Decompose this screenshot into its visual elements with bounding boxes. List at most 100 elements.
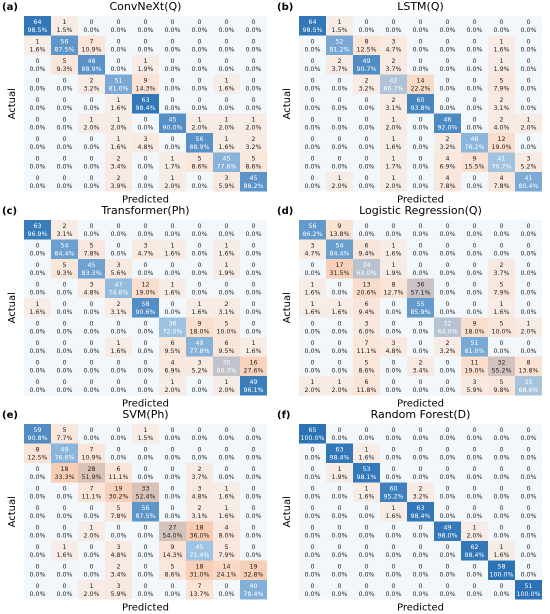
heatmap-cell bbox=[132, 502, 159, 522]
cell-count: 1 bbox=[224, 485, 228, 492]
cell-count: 1 bbox=[337, 175, 341, 182]
heatmap-cell bbox=[132, 463, 159, 483]
cell-percent: 0.0% bbox=[192, 270, 208, 277]
panel-label: (a) bbox=[2, 2, 18, 13]
cell-percent: 0.0% bbox=[246, 66, 262, 73]
cell-percent: 0.0% bbox=[413, 164, 429, 171]
cell-percent: 0.0% bbox=[359, 513, 375, 520]
cell-count: 1 bbox=[89, 524, 93, 531]
cell-percent: 0.0% bbox=[521, 348, 537, 355]
heatmap-cell bbox=[380, 133, 407, 153]
heatmap-cell bbox=[488, 94, 515, 114]
cell-percent: 0.0% bbox=[246, 105, 262, 112]
cell-percent: 0.0% bbox=[521, 66, 537, 73]
cell-percent: 0.0% bbox=[413, 270, 429, 277]
cell-count: 0 bbox=[499, 446, 503, 453]
heatmap-cell bbox=[299, 502, 326, 522]
cell-percent: 1.5% bbox=[57, 27, 73, 34]
heatmap-cell bbox=[515, 16, 542, 36]
heatmap-cell bbox=[299, 220, 326, 240]
cell-count: 1 bbox=[391, 116, 395, 123]
cell-percent: 0.0% bbox=[440, 552, 456, 559]
cell-count: 0 bbox=[116, 446, 120, 453]
cell-count: 0 bbox=[35, 544, 39, 551]
cell-percent: 0.0% bbox=[440, 368, 456, 375]
heatmap-cell bbox=[159, 74, 186, 94]
cell-count: 6 bbox=[224, 340, 228, 347]
cell-count: 0 bbox=[89, 340, 93, 347]
cell-percent: 0.0% bbox=[30, 105, 46, 112]
cell-percent: 13.8% bbox=[518, 368, 538, 375]
cell-count: 0 bbox=[89, 563, 93, 570]
cell-count: 0 bbox=[116, 58, 120, 65]
cell-count: 0 bbox=[310, 262, 314, 269]
cell-percent: 0.0% bbox=[192, 86, 208, 93]
cell-percent: 0.0% bbox=[305, 572, 321, 579]
cell-count: 0 bbox=[143, 583, 147, 590]
cell-percent: 0.0% bbox=[30, 290, 46, 297]
cell-count: 1 bbox=[224, 505, 228, 512]
cell-count: 0 bbox=[472, 485, 476, 492]
cell-percent: 0.0% bbox=[30, 86, 46, 93]
heatmap-cell bbox=[515, 298, 542, 318]
heatmap-cell bbox=[159, 133, 186, 153]
cell-count: 0 bbox=[89, 427, 93, 434]
heatmap-cell bbox=[105, 298, 132, 318]
heatmap-cell bbox=[407, 337, 434, 357]
cell-percent: 68.6% bbox=[518, 387, 538, 394]
cell-percent: 18.0% bbox=[189, 329, 209, 336]
heatmap-cell bbox=[186, 317, 213, 337]
cell-percent: 96.1% bbox=[243, 387, 263, 394]
cell-percent: 5.9% bbox=[467, 387, 483, 394]
cell-count: 3 bbox=[116, 583, 120, 590]
heatmap-cell bbox=[380, 580, 407, 600]
heatmap-cell bbox=[488, 152, 515, 172]
heatmap-cell bbox=[51, 521, 78, 541]
cell-percent: 66.7% bbox=[383, 86, 403, 93]
cell-count: 1 bbox=[310, 281, 314, 288]
cell-percent: 0.0% bbox=[30, 348, 46, 355]
cell-percent: 1.6% bbox=[30, 309, 46, 316]
heatmap-cell bbox=[51, 35, 78, 55]
cell-percent: 98.5% bbox=[27, 27, 47, 34]
cell-percent: 1.6% bbox=[111, 348, 127, 355]
heatmap-cell bbox=[407, 278, 434, 298]
heatmap-cell bbox=[78, 152, 105, 172]
cell-count: 0 bbox=[170, 485, 174, 492]
cell-percent: 0.0% bbox=[305, 552, 321, 559]
cell-count: 0 bbox=[418, 223, 422, 230]
cell-count: 0 bbox=[472, 19, 476, 26]
heatmap-cell bbox=[515, 337, 542, 357]
heatmap-cell bbox=[159, 560, 186, 580]
cell-percent: 87.5% bbox=[54, 47, 74, 54]
heatmap-cell bbox=[24, 74, 51, 94]
cell-count: 0 bbox=[337, 77, 341, 84]
heatmap-cell bbox=[24, 376, 51, 396]
cell-percent: 0.0% bbox=[192, 183, 208, 190]
cell-percent: 7.9% bbox=[219, 552, 235, 559]
heatmap-cell bbox=[407, 113, 434, 133]
cell-count: 0 bbox=[337, 281, 341, 288]
cell-count: 0 bbox=[116, 524, 120, 531]
heatmap-cell bbox=[159, 424, 186, 444]
cell-count: 0 bbox=[364, 544, 368, 551]
cell-count: 0 bbox=[89, 175, 93, 182]
cell-count: 0 bbox=[251, 427, 255, 434]
cell-percent: 1.7% bbox=[386, 164, 402, 171]
cell-percent: 84.4% bbox=[329, 251, 349, 258]
cell-count: 1 bbox=[337, 19, 341, 26]
heatmap-cell bbox=[240, 55, 267, 75]
cell-count: 58 bbox=[141, 301, 149, 308]
heatmap-cell bbox=[105, 443, 132, 463]
cell-percent: 0.0% bbox=[57, 387, 73, 394]
heatmap-cell bbox=[434, 94, 461, 114]
heatmap-cell bbox=[240, 220, 267, 240]
heatmap-cell bbox=[488, 376, 515, 396]
cell-percent: 0.0% bbox=[386, 27, 402, 34]
cell-count: 45 bbox=[222, 155, 230, 162]
cell-count: 0 bbox=[499, 524, 503, 531]
cell-percent: 0.0% bbox=[467, 183, 483, 190]
cell-count: 0 bbox=[526, 485, 530, 492]
heatmap-cell bbox=[488, 278, 515, 298]
heatmap-cell bbox=[488, 298, 515, 318]
